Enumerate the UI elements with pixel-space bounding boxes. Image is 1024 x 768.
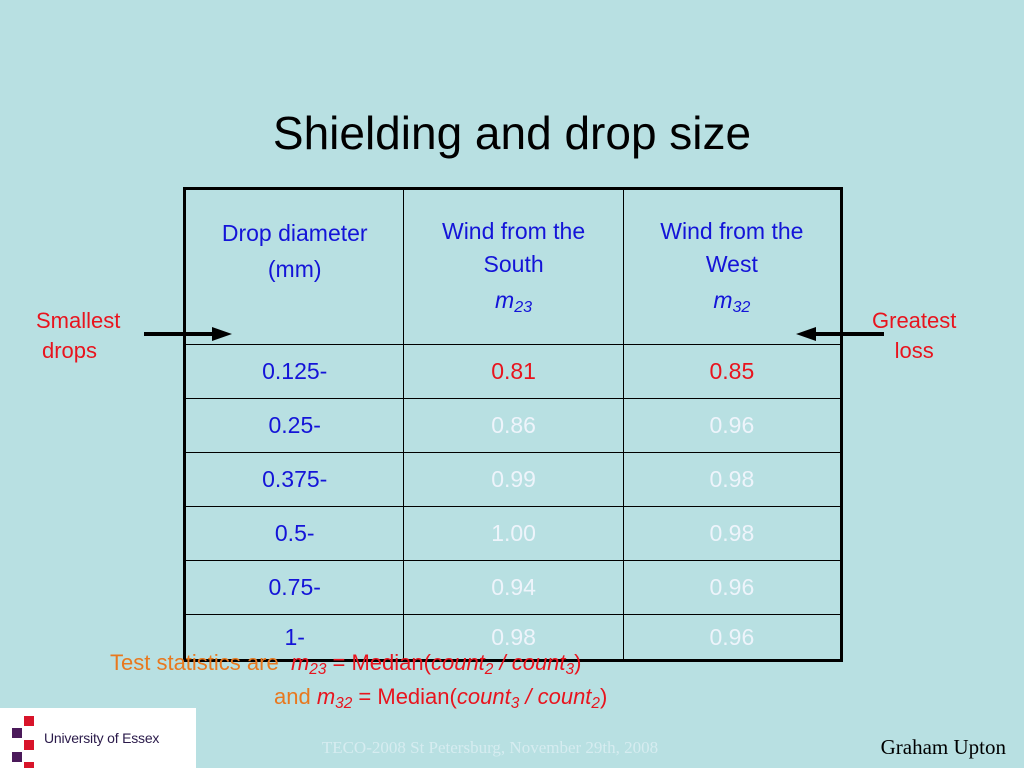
cell-west: 0.98 [622,452,843,507]
header-wind-west: Wind from the West m32 [622,188,843,345]
cell-south: 1.00 [403,506,624,561]
header-col1-line2: (mm) [267,255,322,282]
cell-diameter: 0.375- [183,452,405,507]
cell-west: 0.96 [622,614,843,661]
header-col2-symbol: m23 [495,286,533,316]
cell-west: 0.96 [622,398,843,453]
formula-prefix: Test statistics are [110,650,279,675]
header-wind-south: Wind from the South m23 [403,188,624,345]
table-row: 1- 0.98 0.96 [183,614,843,661]
right-note-line2: loss [894,338,934,363]
header-col2-line2: South [483,251,544,278]
header-col3-line2: West [705,251,758,278]
drop-size-table: Drop diameter (mm) Wind from the South m… [183,187,843,662]
table-header-row: Drop diameter (mm) Wind from the South m… [183,188,843,345]
right-arrow-icon [144,327,232,341]
cell-diameter: 0.125- [183,344,405,399]
cell-diameter: 0.25- [183,398,405,453]
logo-text: University of Essex [44,730,160,746]
cell-diameter: 1- [183,614,405,661]
cell-south: 0.99 [403,452,624,507]
table-row: 0.75- 0.94 0.96 [183,560,843,615]
table-row: 0.5- 1.00 0.98 [183,506,843,561]
cell-south: 0.86 [403,398,624,453]
cell-diameter: 0.75- [183,560,405,615]
formula-line-1: Test statistics are m23 = Median(count2 … [110,650,582,678]
table-row: 0.125- 0.81 0.85 [183,344,843,399]
header-col1-line1: Drop diameter [221,220,368,246]
cell-west: 0.96 [622,560,843,615]
header-drop-diameter: Drop diameter (mm) [183,188,405,345]
smallest-drops-note: Smallest drops [36,306,120,366]
header-col2-line1: Wind from the [441,217,586,244]
cell-south: 0.81 [403,344,624,399]
formula-and: and [274,684,311,709]
university-logo: University of Essex [0,708,196,768]
left-note-line2: drops [42,338,98,363]
cell-south: 0.98 [403,614,624,661]
footer-event: TECO-2008 St Petersburg, November 29th, … [321,738,659,757]
right-note-line1: Greatest [872,308,957,333]
header-col3-line1: Wind from the [660,217,804,244]
header-col3-symbol: m32 [713,286,751,316]
table-row: 0.25- 0.86 0.96 [183,398,843,453]
cell-south: 0.94 [403,560,624,615]
greatest-loss-note: Greatest loss [872,306,956,366]
formula-line-2: and m32 = Median(count3 / count2) [274,684,608,712]
footer-author: Graham Upton [880,735,1006,759]
cell-west: 0.85 [622,344,843,399]
cell-west: 0.98 [622,506,843,561]
essex-logo-icon [12,716,34,768]
slide-title: Shielding and drop size [272,107,752,159]
cell-diameter: 0.5- [183,506,405,561]
table-row: 0.375- 0.99 0.98 [183,452,843,507]
left-arrow-icon [796,327,884,341]
left-note-line1: Smallest [36,308,121,333]
